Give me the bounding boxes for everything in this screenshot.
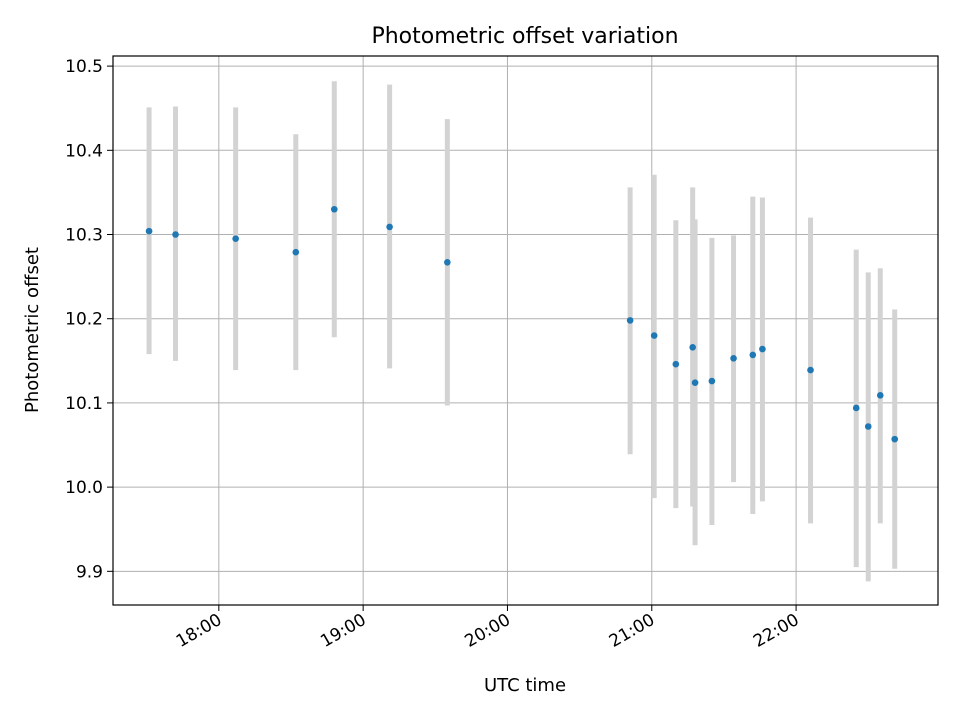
- y-tick-label: 10.2: [65, 310, 103, 330]
- data-point: [626, 317, 634, 324]
- data-point: [386, 223, 393, 231]
- data-point: [672, 360, 680, 368]
- data-point: [689, 344, 696, 351]
- x-axis-label: UTC time: [484, 675, 566, 696]
- data-point: [891, 435, 899, 443]
- data-point: [876, 392, 884, 399]
- data-point: [292, 248, 300, 256]
- data-point: [864, 423, 872, 430]
- data-point: [749, 351, 757, 359]
- y-tick-label: 10.1: [65, 394, 103, 414]
- data-point: [232, 235, 239, 243]
- data-point: [759, 345, 766, 353]
- data-point: [444, 258, 451, 266]
- data-point: [650, 332, 658, 339]
- plot-frame: [112, 55, 939, 606]
- y-axis: 9.9 10.0 10.1 10.2 10.3 10.4 10.5: [65, 57, 113, 582]
- y-tick-label: 10.4: [65, 141, 103, 161]
- chart-title: Photometric offset variation: [371, 24, 678, 49]
- data-points: [145, 205, 899, 443]
- data-point: [145, 227, 153, 235]
- plot-area: [113, 56, 938, 605]
- data-point: [330, 205, 338, 213]
- y-tick-label: 10.0: [65, 478, 103, 498]
- data-point: [852, 404, 860, 412]
- y-axis-label: Photometric offset: [22, 247, 43, 413]
- data-point: [708, 377, 716, 385]
- data-point: [730, 354, 737, 362]
- data-point: [172, 231, 179, 238]
- y-tick-label: 9.9: [76, 562, 103, 582]
- grid: [113, 56, 938, 605]
- data-point: [691, 379, 699, 387]
- y-tick-label: 10.5: [65, 57, 103, 77]
- y-tick-label: 10.3: [65, 226, 103, 246]
- data-point: [807, 366, 814, 374]
